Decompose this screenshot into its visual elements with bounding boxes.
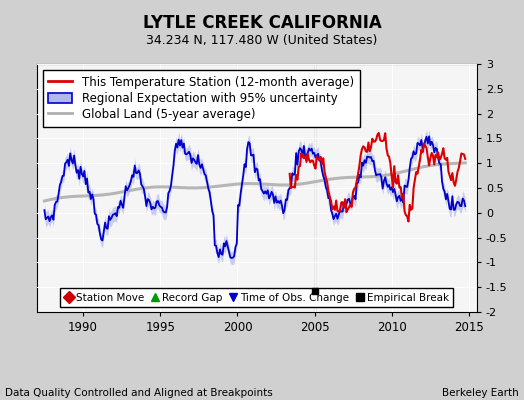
Text: Data Quality Controlled and Aligned at Breakpoints: Data Quality Controlled and Aligned at B… [5, 388, 273, 398]
Text: 34.234 N, 117.480 W (United States): 34.234 N, 117.480 W (United States) [146, 34, 378, 47]
Text: Berkeley Earth: Berkeley Earth [442, 388, 519, 398]
Text: LYTLE CREEK CALIFORNIA: LYTLE CREEK CALIFORNIA [143, 14, 381, 32]
Legend: Station Move, Record Gap, Time of Obs. Change, Empirical Break: Station Move, Record Gap, Time of Obs. C… [60, 288, 453, 307]
